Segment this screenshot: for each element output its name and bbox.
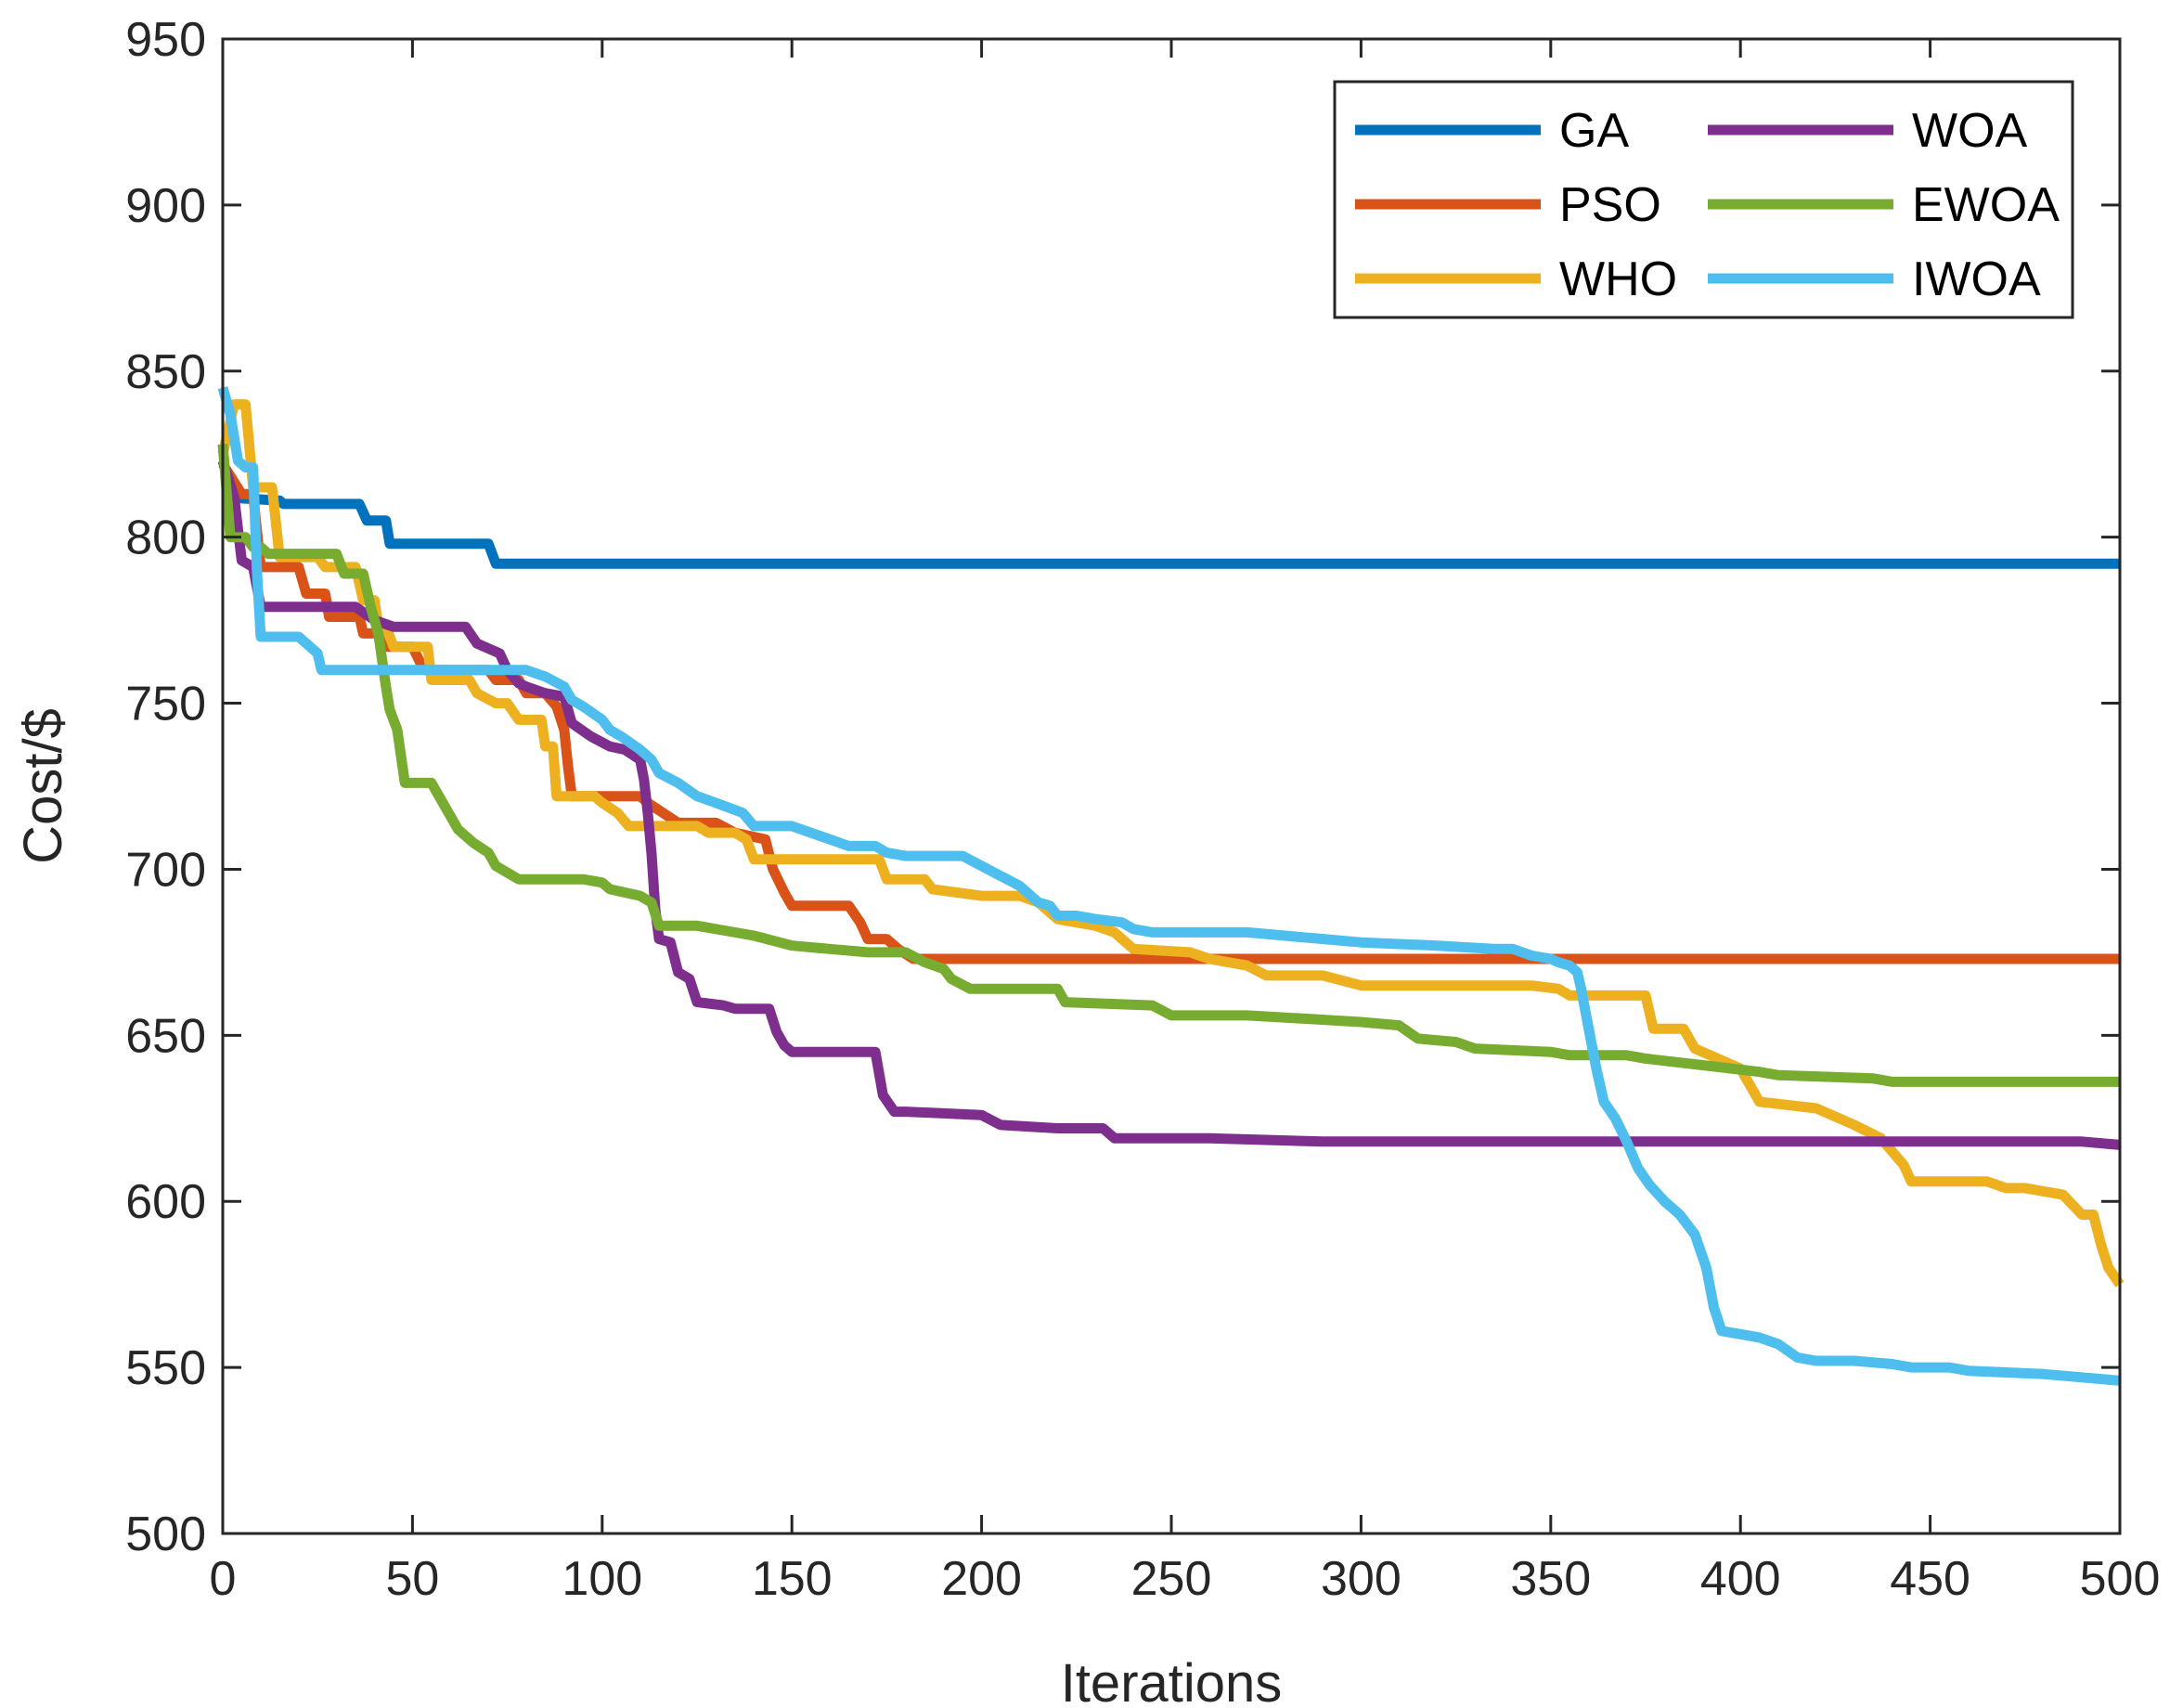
x-tick-label: 200 [941,1552,1022,1606]
y-tick-label: 500 [125,1507,206,1561]
y-axis-label: Cost/$ [13,708,73,864]
y-tick-label: 800 [125,511,206,565]
y-tick-label: 650 [125,1009,206,1063]
x-tick-label: 250 [1131,1552,1212,1606]
x-tick-label: 300 [1321,1552,1401,1606]
x-tick-label: 500 [2080,1552,2161,1606]
y-tick-label: 900 [125,179,206,233]
legend-label-who: WHO [1559,252,1677,306]
legend-label-ewoa: EWOA [1912,178,2060,232]
x-tick-label: 150 [752,1552,833,1606]
y-tick-label: 600 [125,1175,206,1229]
series-line-who [217,399,2125,1287]
y-tick-label: 550 [125,1341,206,1395]
x-tick-label: 0 [210,1552,237,1606]
series-line-woa [217,459,2121,1150]
legend-label-iwoa: IWOA [1912,252,2041,306]
axes-layer: 0 50 100 150 200 250 300 350 400 450 500 500 550 600 6… [125,13,2160,1606]
y-tick-label: 700 [125,843,206,897]
x-tick-label: 350 [1510,1552,1591,1606]
x-tick-label: 100 [562,1552,642,1606]
x-tick-label: 50 [385,1552,439,1606]
series-line-ewoa [217,444,2120,1087]
y-tick-label: 850 [125,345,206,399]
series-layer [217,386,2125,1386]
x-tick-label: 450 [1890,1552,1970,1606]
x-tick-label: 400 [1700,1552,1781,1606]
y-tick-label: 950 [125,13,206,67]
series-line-iwoa [217,386,2121,1386]
x-axis-label: Iterations [1061,1653,1283,1708]
legend: GA PSO WHO WOA EWOA IWOA [1333,80,2074,319]
legend-label-ga: GA [1559,104,1629,158]
legend-label-woa: WOA [1912,104,2028,158]
y-tick-label: 750 [125,678,206,731]
series-line-ga [222,492,2120,569]
legend-label-pso: PSO [1559,178,1661,232]
